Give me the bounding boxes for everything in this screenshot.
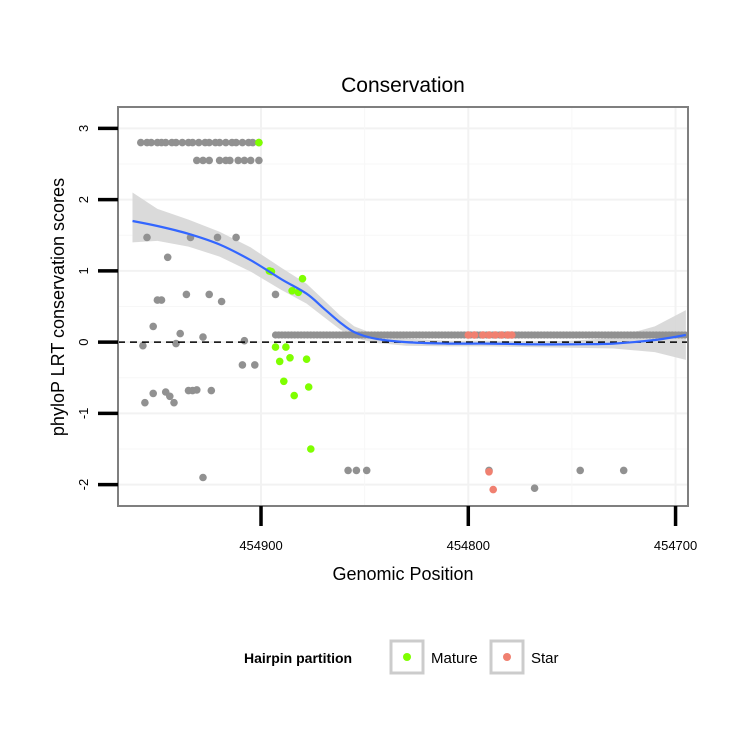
- point-mature: [280, 377, 288, 386]
- point-other: [352, 466, 361, 475]
- point-other: [199, 156, 207, 165]
- point-star: [489, 485, 498, 494]
- point-other: [238, 138, 247, 147]
- y-tick-label: -2: [76, 479, 91, 491]
- point-mature: [290, 391, 299, 400]
- point-other: [576, 466, 584, 475]
- point-mature: [271, 343, 280, 351]
- point-other: [205, 290, 213, 299]
- point-other: [255, 156, 263, 165]
- point-other: [248, 138, 257, 147]
- point-other: [530, 484, 539, 493]
- point-mature: [304, 383, 313, 391]
- point-other: [170, 398, 178, 407]
- point-other: [205, 138, 213, 147]
- point-other: [147, 138, 155, 147]
- point-other: [149, 322, 157, 331]
- point-other: [232, 233, 240, 242]
- point-other: [251, 361, 259, 369]
- point-other: [344, 466, 352, 475]
- point-mature: [255, 138, 263, 147]
- point-other: [240, 336, 249, 345]
- x-tick-label: 454700: [654, 538, 697, 553]
- point-other: [153, 296, 162, 304]
- legend-label-mature: Mature: [431, 650, 478, 667]
- legend-dot-star: [503, 653, 511, 661]
- point-other: [195, 138, 203, 147]
- point-other: [199, 473, 207, 482]
- point-star: [479, 331, 487, 339]
- point-other: [182, 290, 191, 299]
- y-tick-label: 1: [76, 267, 91, 274]
- point-star: [470, 331, 479, 339]
- legend-title: Hairpin partition: [244, 650, 352, 666]
- x-tick-label: 454800: [447, 538, 490, 553]
- point-other: [217, 297, 226, 306]
- point-mature: [298, 274, 307, 283]
- y-axis: -2 -1 0 1 2 3: [76, 125, 118, 491]
- chart-title: Conservation: [341, 74, 465, 97]
- point-other: [166, 392, 174, 401]
- point-other: [139, 341, 147, 350]
- point-mature: [288, 287, 296, 295]
- y-tick-label: 2: [76, 196, 91, 203]
- point-other: [619, 466, 628, 475]
- point-other: [215, 138, 224, 147]
- point-mature: [282, 343, 290, 351]
- point-other: [226, 156, 234, 165]
- point-other: [213, 233, 222, 242]
- point-other: [362, 466, 371, 475]
- point-other: [178, 138, 187, 147]
- legend-dot-mature: [403, 653, 411, 661]
- point-other: [215, 156, 224, 165]
- legend: Hairpin partition Mature Star: [244, 639, 559, 675]
- point-other: [222, 138, 230, 147]
- point-mature: [302, 355, 311, 364]
- point-other: [271, 290, 280, 299]
- point-other: [193, 156, 201, 165]
- point-other: [207, 386, 216, 395]
- point-other: [232, 138, 240, 147]
- data-points: [137, 138, 689, 494]
- point-other: [141, 398, 149, 407]
- point-other: [205, 156, 213, 165]
- point-other: [199, 333, 207, 341]
- plot-border: [117, 106, 689, 507]
- point-other: [172, 339, 180, 348]
- point-mature: [275, 357, 284, 366]
- point-star: [464, 331, 473, 339]
- y-tick-label: 0: [76, 338, 91, 345]
- loess-curve: [132, 219, 687, 346]
- point-other: [143, 233, 151, 242]
- x-axis: 454900 454800 454700: [239, 506, 697, 553]
- point-other: [246, 156, 255, 165]
- point-other: [240, 156, 249, 165]
- x-axis-label: Genomic Position: [332, 564, 473, 584]
- point-other: [234, 156, 242, 165]
- point-other: [188, 138, 197, 147]
- point-other: [238, 361, 247, 369]
- smooth-line: [132, 219, 687, 346]
- legend-label-star: Star: [531, 650, 559, 667]
- point-other: [176, 329, 184, 338]
- y-axis-label: phyloP LRT conservation scores: [48, 178, 68, 436]
- point-star: [485, 331, 493, 339]
- x-tick-label: 454900: [239, 538, 282, 553]
- point-other: [163, 253, 172, 262]
- point-other: [137, 138, 145, 147]
- point-other: [161, 138, 170, 147]
- y-tick-label: 3: [76, 125, 91, 132]
- point-other: [149, 389, 157, 398]
- point-other: [172, 138, 180, 147]
- point-star: [491, 331, 500, 339]
- point-star: [485, 468, 493, 476]
- point-mature: [307, 445, 315, 453]
- point-star: [497, 331, 506, 339]
- point-other: [188, 386, 197, 395]
- point-mature: [286, 354, 294, 362]
- point-star: [508, 331, 516, 339]
- y-tick-label: -1: [76, 408, 91, 420]
